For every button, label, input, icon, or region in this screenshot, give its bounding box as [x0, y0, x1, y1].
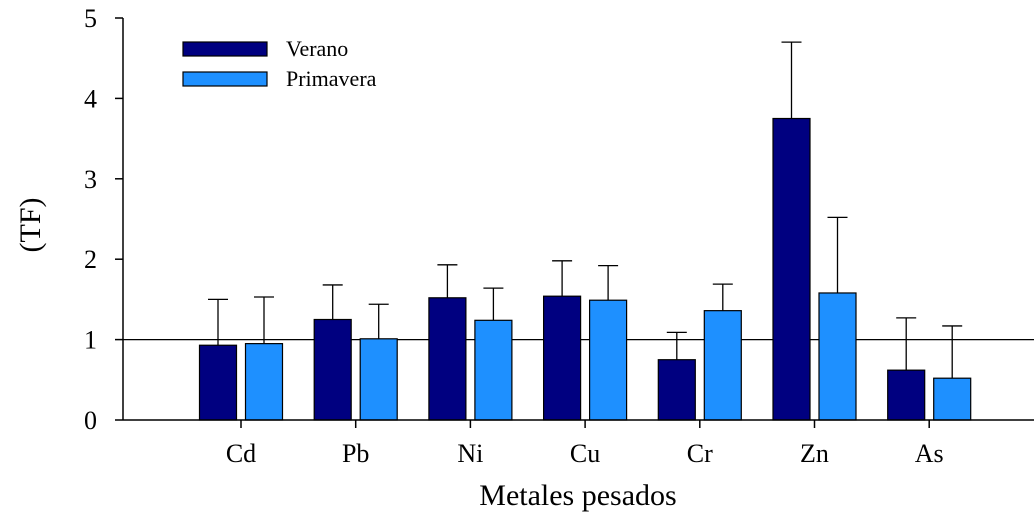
axes-layer — [122, 18, 1034, 421]
bar-verano-cr — [657, 359, 696, 421]
bar-verano-cd — [198, 344, 238, 421]
legend-swatch-primavera — [182, 71, 268, 87]
y-tick-label: 3 — [84, 165, 97, 194]
bar-primavera-cr — [703, 310, 742, 421]
x-tick-label: Zn — [800, 439, 829, 468]
x-tick-label: Cu — [570, 439, 600, 468]
legend-swatch-verano — [182, 41, 268, 57]
bar-primavera-ni — [474, 319, 513, 421]
y-tick-label: 4 — [84, 84, 97, 113]
x-tick-label: Ni — [457, 439, 483, 468]
legend-label-primavera: Primavera — [286, 66, 377, 91]
bar-verano-ni — [428, 297, 467, 421]
y-tick-label: 0 — [84, 406, 97, 435]
x-tick-label: Cr — [687, 439, 713, 468]
y-tick-label: 2 — [84, 245, 97, 274]
bars-layer — [198, 41, 972, 421]
bar-primavera-cd — [244, 343, 284, 421]
bar-primavera-pb — [359, 338, 398, 421]
bar-verano-pb — [313, 318, 352, 421]
x-tick-label: As — [915, 439, 944, 468]
ticks-layer: 0 1 2 3 4 5 Cd Pb Ni Cu Cr Zn As — [84, 4, 944, 468]
y-axis-title: (TF) — [14, 198, 47, 253]
y-tick-label: 1 — [84, 326, 97, 355]
bar-primavera-as — [933, 377, 972, 421]
legend: Verano Primavera — [182, 36, 377, 91]
bar-verano-cu — [542, 295, 582, 421]
bar-primavera-zn — [818, 292, 857, 421]
x-tick-label: Cd — [226, 439, 256, 468]
bar-primavera-cu — [588, 299, 628, 421]
x-axis-title: Metales pesados — [479, 479, 676, 512]
bar-verano-as — [887, 369, 926, 421]
legend-label-verano: Verano — [286, 36, 348, 61]
y-tick-label: 5 — [84, 4, 97, 33]
x-tick-label: Pb — [342, 439, 369, 468]
bar-verano-zn — [772, 117, 811, 421]
